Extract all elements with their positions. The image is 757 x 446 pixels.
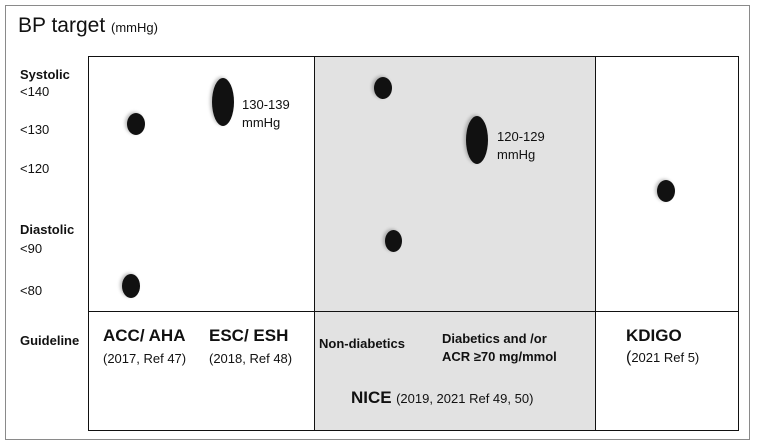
diastolic-tick-80: <80 <box>20 283 43 298</box>
nice-diabetics-line1: Diabetics and /or <box>442 331 547 346</box>
kdigo-name: KDIGO <box>626 326 682 345</box>
nice-ref: (2019, 2021 Ref 49, 50) <box>396 391 534 406</box>
nice-target-box <box>314 56 596 312</box>
nice-name: NICE <box>351 388 392 407</box>
figure-title: BP target (mmHg) <box>18 14 158 38</box>
kdigo-guideline-box <box>595 311 739 431</box>
kdigo-ref: 2021 Ref 5) <box>631 350 700 365</box>
acc-aha-ref: (2017, Ref 47) <box>103 351 187 366</box>
esc-range-unit: mmHg <box>242 115 281 130</box>
acc-aha-diastolic-dot <box>122 274 140 298</box>
systolic-tick-130: <130 <box>20 122 50 137</box>
systolic-label: Systolic <box>20 67 70 82</box>
esc-esh-range-dot <box>212 78 234 126</box>
nice-non-diabetics: Non-diabetics <box>319 336 405 351</box>
guideline-label: Guideline <box>20 333 80 348</box>
diastolic-label: Diastolic <box>20 222 75 237</box>
systolic-tick-140: <140 <box>20 84 50 99</box>
nice-range-unit: mmHg <box>497 147 536 162</box>
nice-range-label: 120-129 mmHg <box>497 128 545 164</box>
nice-acr-prefix: ACR <box>442 349 474 364</box>
kdigo-ref-paren: ( <box>626 349 632 366</box>
nice-diabetics-line2: ACR ≥70 mg/mmol <box>442 348 557 366</box>
nice-nondiabetic-diastolic-dot <box>385 230 402 252</box>
title-unit: (mmHg) <box>111 20 158 35</box>
kdigo-systolic-dot <box>657 180 675 202</box>
nice-diabetics-label: Diabetics and /or ACR ≥70 mg/mmol <box>442 330 557 366</box>
nice-acr-ge: ≥ <box>473 349 481 364</box>
esc-range-value: 130-139 <box>242 97 290 112</box>
acc-aha-systolic-dot <box>127 113 145 135</box>
nice-acr-value: 70 mg/mmol <box>480 349 557 364</box>
nice-guideline-box <box>314 311 596 431</box>
title-text: BP target <box>18 14 106 37</box>
systolic-tick-120: <120 <box>20 161 50 176</box>
esc-esh-name: ESC/ ESH <box>209 326 289 345</box>
figure-frame <box>5 5 750 440</box>
nice-diabetic-range-dot <box>466 116 488 164</box>
nice-range-value: 120-129 <box>497 129 545 144</box>
esc-range-label: 130-139 mmHg <box>242 96 290 132</box>
esc-esh-ref: (2018, Ref 48) <box>209 351 293 366</box>
acc-aha-name: ACC/ AHA <box>103 326 186 345</box>
nice-nondiabetic-systolic-dot <box>374 77 392 99</box>
kdigo-ref-line: (2021 Ref 5) <box>626 349 699 367</box>
diastolic-tick-90: <90 <box>20 241 43 256</box>
acc-esc-target-box <box>88 56 315 312</box>
nice-title: NICE (2019, 2021 Ref 49, 50) <box>351 388 533 408</box>
nice-shaded-region <box>314 56 596 431</box>
